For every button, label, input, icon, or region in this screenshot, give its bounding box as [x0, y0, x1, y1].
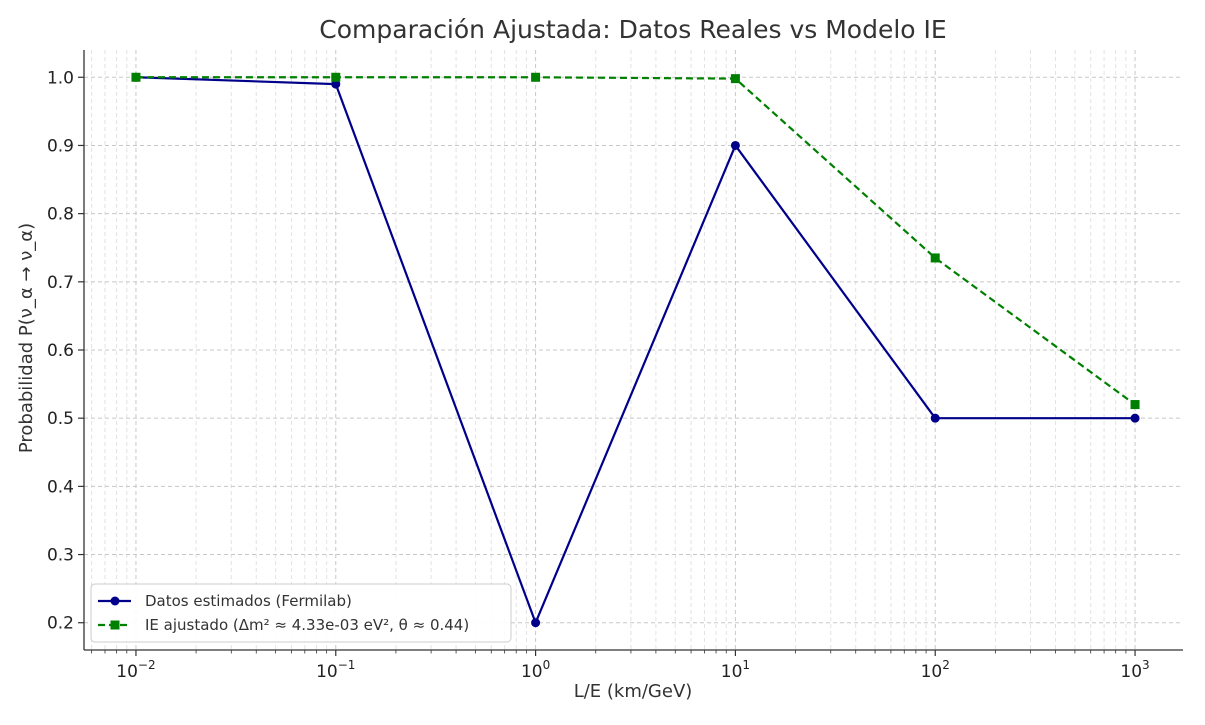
x-tick-labels: 10−2 10−1 100 101 102 103	[116, 658, 1149, 682]
x-tick-label: 101	[721, 658, 750, 682]
data-point	[531, 72, 541, 82]
grid	[84, 50, 1183, 650]
series-line-1	[135, 76, 1136, 406]
y-tick-label: 0.7	[47, 273, 74, 293]
data-point	[331, 79, 341, 89]
y-tick-labels: 0.2 0.3 0.4 0.5 0.6 0.7 0.8 0.9 1.0	[47, 68, 74, 633]
legend: Datos estimados (Fermilab) IE ajustado (…	[90, 583, 512, 643]
x-axis-label: L/E (km/GeV)	[574, 681, 693, 702]
data-point	[930, 253, 940, 263]
x-tick-label: 100	[521, 658, 550, 682]
data-point	[1130, 413, 1140, 423]
y-axis-label: Probabilidad P(ν_α → ν_α)	[16, 223, 37, 453]
x-tick-label: 103	[1120, 658, 1149, 682]
series-line-0	[135, 76, 1136, 624]
y-tick-label: 0.5	[47, 409, 74, 429]
chart-title: Comparación Ajustada: Datos Reales vs Mo…	[319, 15, 946, 44]
y-tick-label: 0.8	[47, 205, 74, 225]
y-tick-label: 0.6	[47, 341, 74, 361]
y-tick-label: 0.2	[47, 614, 74, 634]
data-point	[531, 618, 541, 628]
legend-marker-0	[110, 596, 120, 606]
axes	[78, 50, 1183, 656]
x-tick-label: 10−2	[116, 658, 155, 682]
data-point	[131, 72, 141, 82]
y-tick-label: 0.4	[47, 477, 74, 497]
x-tick-label: 10−1	[316, 658, 355, 682]
y-tick-label: 1.0	[47, 68, 74, 88]
data-point	[730, 74, 740, 84]
data-point	[1130, 400, 1140, 410]
legend-label-1: IE ajustado (Δm² ≈ 4.33e-03 eV², θ ≈ 0.4…	[145, 616, 469, 634]
series-group	[131, 72, 1140, 628]
x-tick-label: 102	[921, 658, 950, 682]
legend-marker-1	[110, 620, 120, 630]
y-tick-label: 0.3	[47, 546, 74, 566]
data-point	[930, 413, 940, 423]
legend-box	[90, 583, 512, 643]
data-point	[331, 72, 341, 82]
legend-label-0: Datos estimados (Fermilab)	[145, 592, 352, 610]
y-tick-label: 0.9	[47, 136, 74, 156]
data-point	[730, 140, 740, 150]
